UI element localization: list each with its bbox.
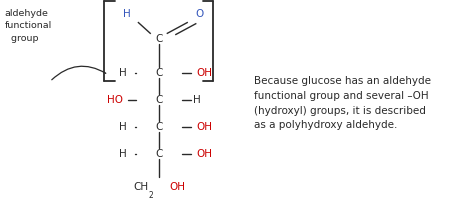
- Text: C: C: [155, 34, 163, 44]
- Text: CH: CH: [133, 182, 148, 192]
- Text: OH: OH: [197, 149, 213, 159]
- Text: OH: OH: [169, 182, 185, 192]
- Text: C: C: [155, 68, 163, 78]
- Text: C: C: [155, 95, 163, 105]
- Text: H: H: [193, 95, 201, 105]
- Text: HO: HO: [107, 95, 123, 105]
- FancyArrowPatch shape: [52, 66, 106, 80]
- Text: OH: OH: [197, 122, 213, 132]
- Text: OH: OH: [197, 68, 213, 78]
- Text: H: H: [123, 9, 130, 19]
- Text: H: H: [119, 122, 127, 132]
- Text: aldehyde
functional
  group: aldehyde functional group: [5, 9, 52, 43]
- Text: H: H: [119, 149, 127, 159]
- Text: O: O: [195, 9, 203, 19]
- Text: Because glucose has an aldehyde
functional group and several –OH
(hydroxyl) grou: Because glucose has an aldehyde function…: [254, 76, 430, 131]
- Text: C: C: [155, 149, 163, 159]
- Text: C: C: [155, 122, 163, 132]
- Text: 2: 2: [148, 191, 153, 200]
- Text: H: H: [119, 68, 127, 78]
